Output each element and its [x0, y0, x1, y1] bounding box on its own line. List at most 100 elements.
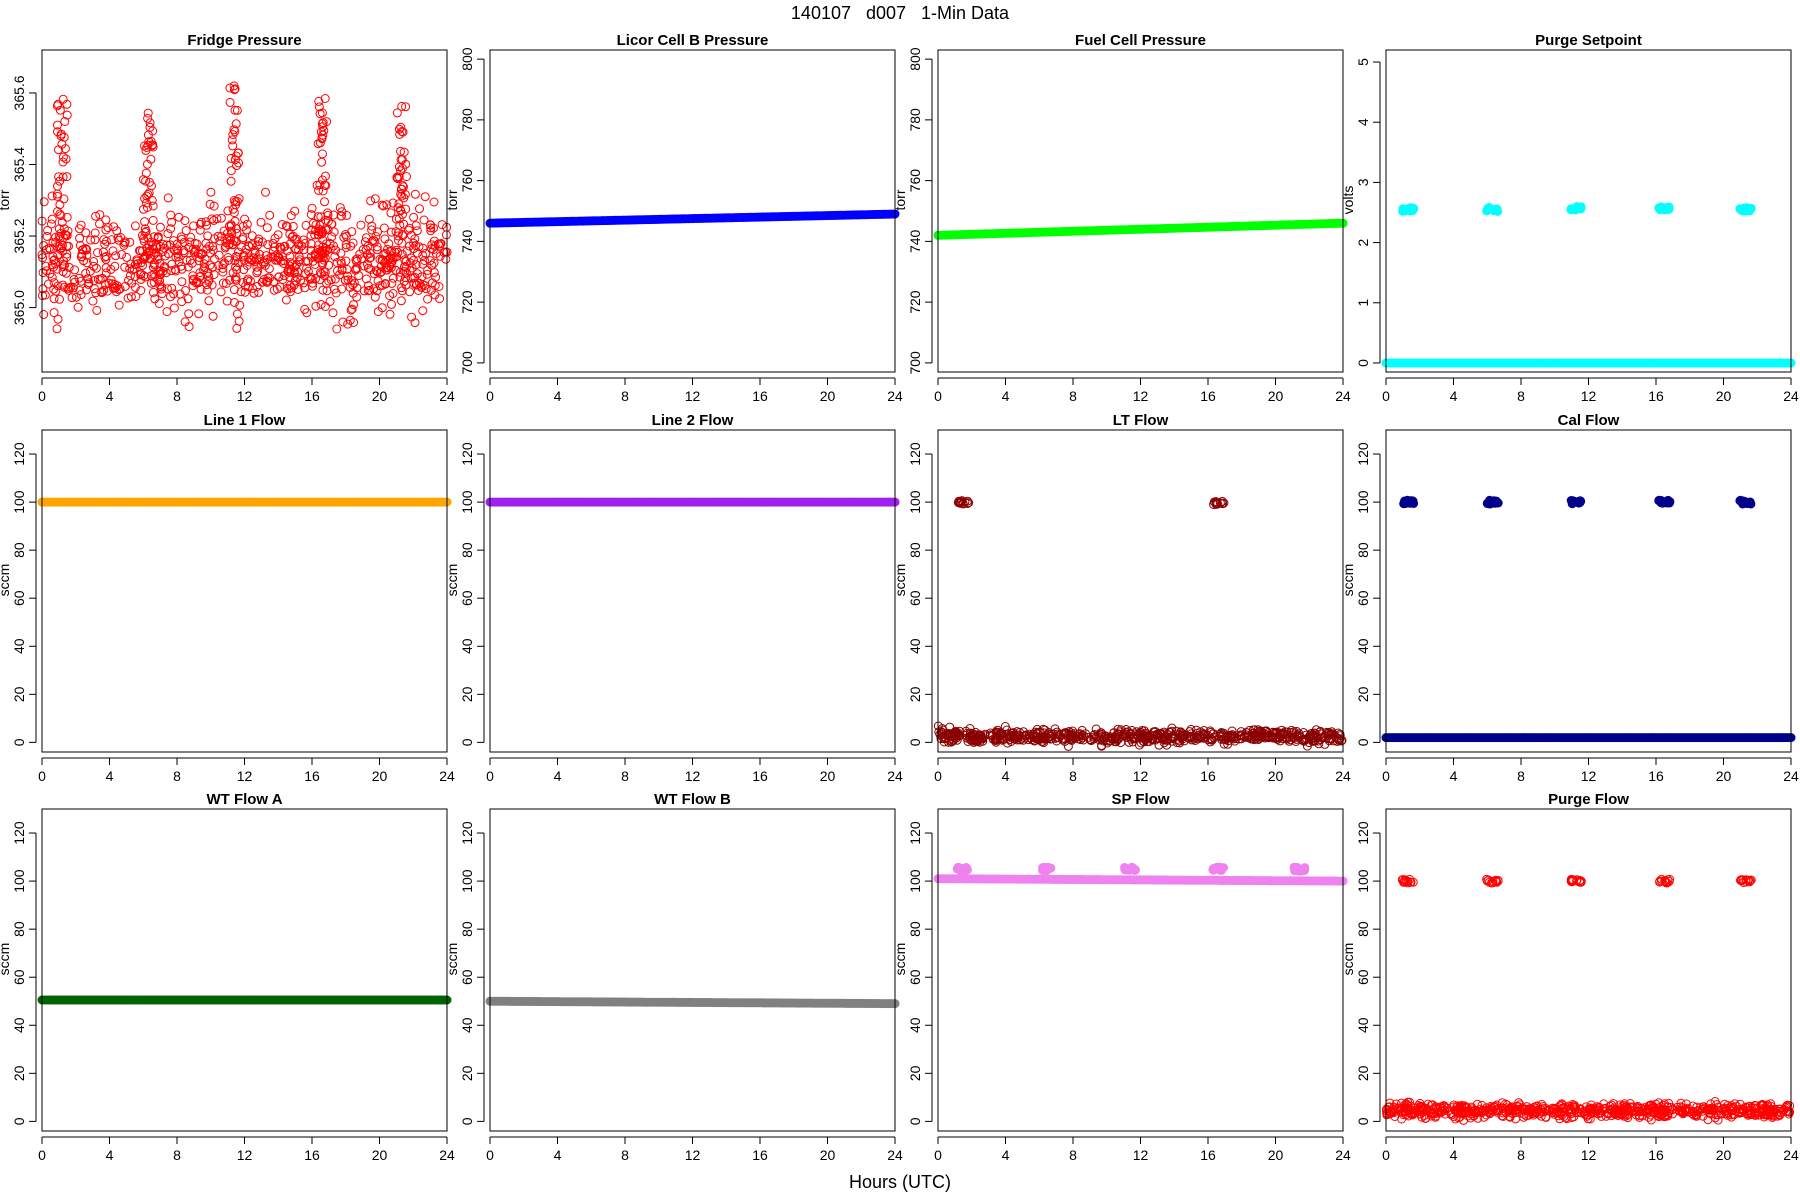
data-point [218, 260, 228, 270]
data-point [274, 252, 284, 262]
y-tick-label: 3 [1355, 178, 1371, 186]
x-tick-label: 16 [752, 388, 768, 404]
data-point [81, 285, 91, 295]
data-point [194, 252, 204, 262]
data-point [279, 271, 289, 281]
data-point [377, 267, 386, 277]
x-tick-label: 24 [439, 388, 455, 404]
data-point [317, 134, 327, 144]
data-point [1493, 206, 1503, 216]
data-point [426, 220, 435, 230]
data-point [95, 210, 105, 220]
data-point [317, 157, 327, 167]
data-point [210, 254, 219, 264]
data-point [240, 287, 250, 297]
data-point [54, 231, 64, 241]
data-point [397, 101, 407, 111]
data-point [207, 280, 217, 290]
data-point [1217, 863, 1227, 873]
data-point [437, 220, 447, 230]
y-tick-label: 0 [459, 738, 475, 746]
data-point [226, 166, 236, 176]
x-tick-label: 12 [237, 1147, 253, 1163]
data-point [161, 268, 171, 278]
data-point [265, 273, 275, 283]
data-point [356, 220, 366, 230]
data-point [1656, 202, 1666, 212]
data-point [1741, 204, 1751, 214]
data-point [402, 172, 411, 182]
y-tick-label: 0 [907, 738, 923, 746]
data-point [414, 286, 423, 295]
data-point [189, 247, 199, 257]
y-tick-label: 80 [459, 542, 475, 558]
data-point [1484, 499, 1494, 509]
data-point [242, 219, 252, 229]
series-points [1382, 874, 1795, 1125]
plot-frame [41, 49, 448, 373]
data-point [38, 253, 48, 263]
y-tick-label: 60 [907, 590, 923, 606]
data-point [391, 266, 401, 275]
y-tick-label: 365.2 [11, 218, 27, 253]
data-point [88, 296, 98, 306]
series-points [485, 996, 900, 1009]
data-point [253, 240, 263, 250]
x-tick-label: 24 [887, 1147, 903, 1163]
data-point [101, 215, 111, 225]
data-point [393, 231, 403, 241]
data-point [215, 236, 225, 246]
data-point [395, 205, 405, 215]
data-point [200, 263, 210, 273]
x-tick-label: 4 [106, 768, 114, 784]
data-point [314, 102, 324, 112]
y-tick-label: 40 [907, 1017, 923, 1033]
data-point [202, 285, 212, 295]
data-point [130, 260, 140, 270]
data-point [335, 203, 345, 213]
data-point [371, 232, 381, 241]
data-point [277, 220, 287, 229]
data-point [100, 239, 110, 249]
y-tick-label: 60 [459, 969, 475, 985]
data-point [140, 228, 150, 237]
data-point [287, 232, 297, 242]
data-point [298, 235, 308, 245]
data-point [387, 278, 397, 288]
data-point [325, 297, 335, 306]
data-point [386, 253, 396, 263]
data-point [227, 135, 237, 145]
data-point [222, 296, 232, 306]
data-point [244, 242, 254, 251]
data-point [343, 319, 353, 329]
data-point [952, 864, 962, 874]
data-point [306, 239, 316, 249]
data-point [52, 324, 62, 334]
data-point [203, 231, 213, 241]
data-point [239, 250, 249, 260]
data-point [385, 309, 395, 319]
data-point [308, 256, 318, 266]
data-point [435, 241, 445, 251]
data-point [146, 237, 156, 247]
y-tick-label: 120 [459, 821, 475, 845]
data-point [138, 175, 148, 185]
data-point [261, 251, 271, 261]
data-point [143, 108, 153, 118]
data-point [73, 302, 83, 312]
data-point [337, 284, 347, 294]
data-point [1574, 203, 1584, 213]
x-tick-label: 4 [554, 1147, 562, 1163]
data-point [410, 189, 420, 199]
data-point [296, 275, 306, 285]
data-point [228, 141, 238, 151]
data-point [218, 263, 228, 273]
data-point [102, 286, 112, 296]
data-point [352, 283, 362, 293]
x-tick-label: 8 [1069, 768, 1077, 784]
data-point [243, 276, 252, 286]
x-tick-label: 12 [1581, 1147, 1597, 1163]
data-point [53, 120, 62, 130]
data-point [204, 296, 214, 306]
